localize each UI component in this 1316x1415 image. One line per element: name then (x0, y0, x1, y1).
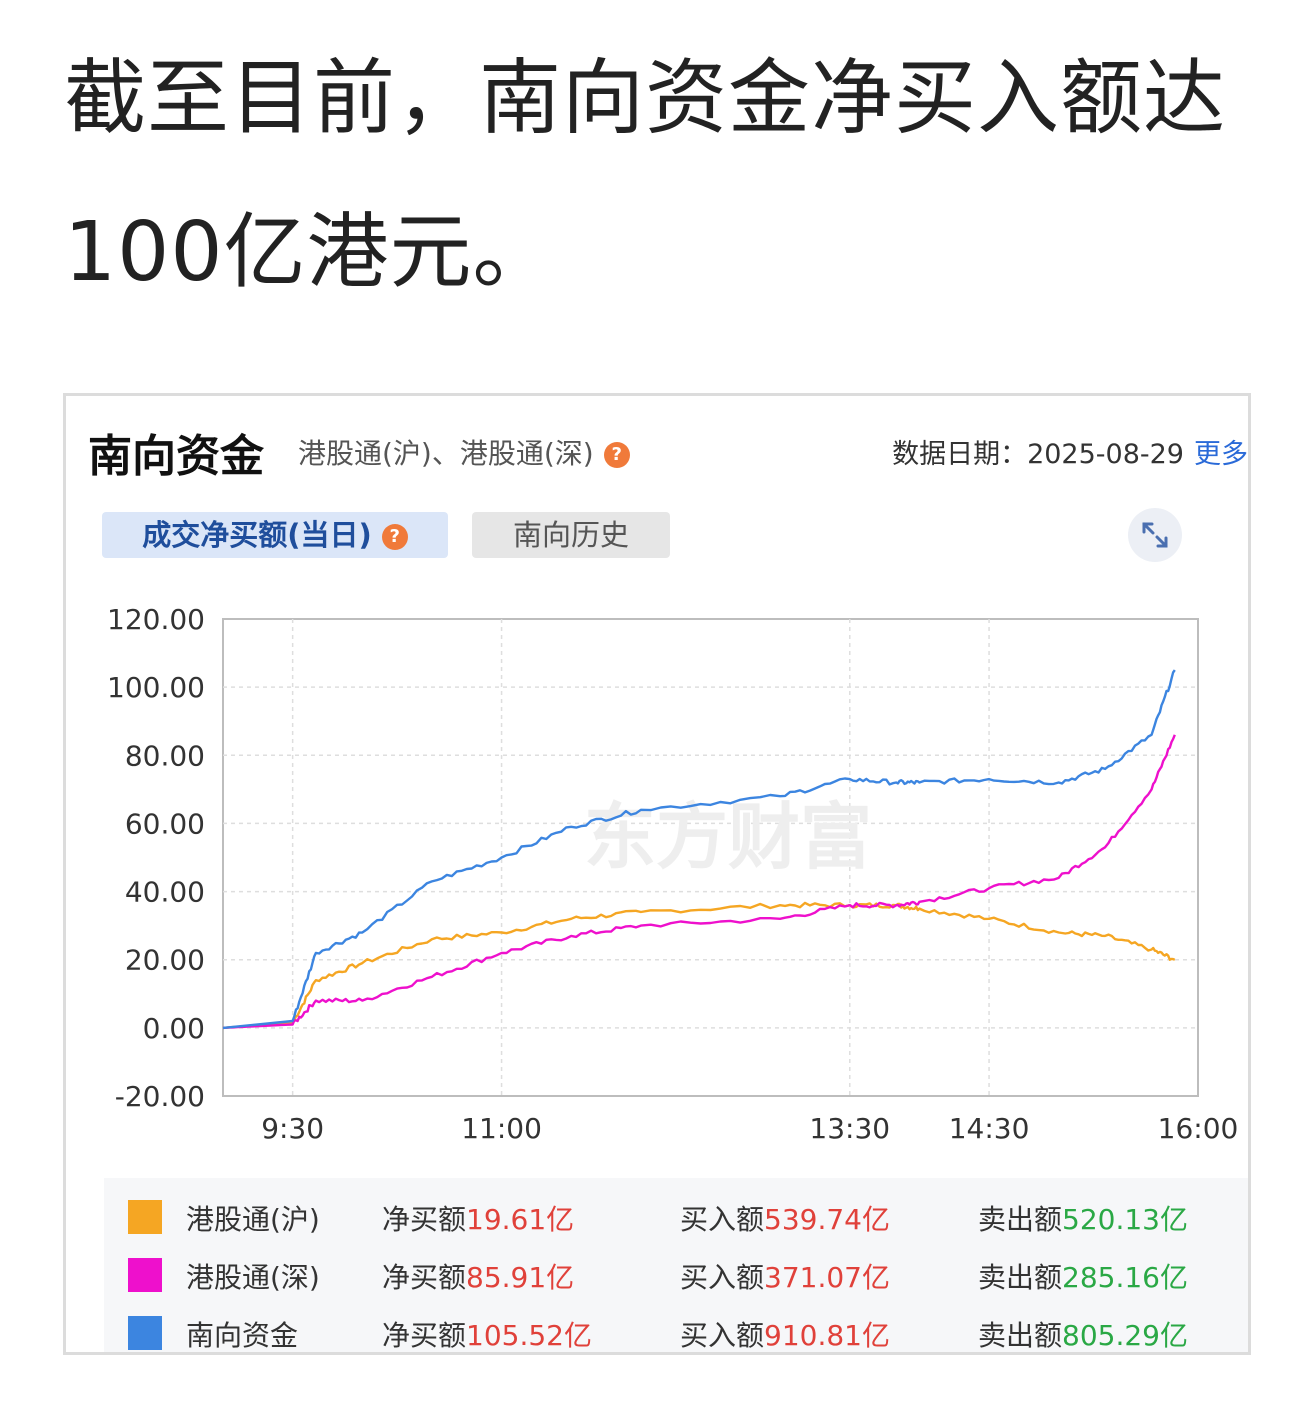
y-tick-label: 80.00 (125, 739, 205, 772)
sell-value: 520.13亿 (1062, 1203, 1188, 1236)
card-subtitle: 港股通(沪)、港股通(深)? (298, 432, 630, 472)
legend-row: 南向资金 净买额105.52亿 买入额910.81亿 卖出额805.29亿 (104, 1304, 1248, 1352)
sell-label: 卖出额 (978, 1319, 1063, 1352)
net-label: 净买额 (382, 1203, 467, 1236)
data-date-label: 数据日期： (892, 439, 1028, 470)
data-date-value: 2025-08-29 (1027, 439, 1184, 470)
chart-axes: 120.00 100.00 80.00 60.00 40.00 20.00 0.00 -20.… (107, 603, 1238, 1145)
series-line-1 (222, 734, 1176, 1030)
legend-swatch (128, 1200, 162, 1234)
sell-label: 卖出额 (978, 1203, 1063, 1236)
plot-frame (222, 618, 1199, 1097)
legend-buy: 买入额371.07亿 (680, 1256, 890, 1296)
tab-help-icon[interactable]: ? (381, 524, 408, 550)
legend-row: 港股通(沪) 净买额19.61亿 买入额539.74亿 卖出额520.13亿 (104, 1188, 1248, 1246)
legend-net: 净买额19.61亿 (382, 1198, 574, 1238)
buy-value: 371.07亿 (764, 1261, 890, 1294)
expand-arrows-icon (1142, 522, 1168, 548)
net-value: 105.52亿 (466, 1319, 592, 1352)
legend-name: 南向资金 (186, 1319, 299, 1352)
legend-swatch (128, 1316, 162, 1350)
y-tick-label: 0.00 (143, 1012, 205, 1045)
legend-name: 港股通(沪) (186, 1203, 320, 1236)
expand-button[interactable] (1128, 508, 1182, 562)
y-tick-label: 40.00 (125, 876, 205, 909)
tab-net-buy-today[interactable]: 成交净买额(当日)? (102, 512, 448, 558)
legend-sell: 卖出额520.13亿 (978, 1198, 1188, 1238)
data-date: 数据日期：2025-08-29 更多 (892, 432, 1248, 471)
legend-net: 净买额85.91亿 (382, 1256, 574, 1296)
y-tick-label: 120.00 (107, 603, 205, 636)
chart-series (222, 669, 1176, 1030)
net-value: 85.91亿 (466, 1261, 575, 1294)
x-tick-label: 14:30 (949, 1112, 1030, 1145)
legend-row: 港股通(深) 净买额85.91亿 买入额371.07亿 卖出额285.16亿 (104, 1246, 1248, 1304)
legend-buy: 买入额539.74亿 (680, 1198, 890, 1238)
help-icon[interactable]: ? (603, 442, 630, 468)
legend-sell: 卖出额805.29亿 (978, 1314, 1188, 1352)
x-tick-label: 11:00 (461, 1112, 542, 1145)
y-tick-label: 60.00 (125, 807, 205, 840)
buy-label: 买入额 (680, 1203, 765, 1236)
x-tick-label: 13:30 (809, 1112, 890, 1145)
y-tick-label: 100.00 (107, 671, 205, 704)
y-tick-label: -20.00 (115, 1080, 205, 1113)
legend-name: 港股通(深) (186, 1261, 320, 1294)
legend: 港股通(沪) 净买额19.61亿 买入额539.74亿 卖出额520.13亿 港股通(深… (104, 1178, 1248, 1352)
net-label: 净买额 (382, 1261, 467, 1294)
watermark: 东方财富 (584, 795, 872, 879)
series-line-0 (222, 901, 1176, 1030)
legend-buy: 买入额910.81亿 (680, 1314, 890, 1352)
more-link[interactable]: 更多 (1194, 439, 1248, 470)
southbound-card: 南向资金 港股通(沪)、港股通(深)? 数据日期：2025-08-29 更多 成交… (63, 393, 1251, 1355)
buy-label: 买入额 (680, 1261, 765, 1294)
sell-label: 卖出额 (978, 1261, 1063, 1294)
card-title: 南向资金 (88, 431, 264, 482)
legend-net: 净买额105.52亿 (382, 1314, 592, 1352)
buy-value: 539.74亿 (764, 1203, 890, 1236)
buy-label: 买入额 (680, 1319, 765, 1352)
x-tick-label: 9:30 (261, 1112, 324, 1145)
tab-southbound-history[interactable]: 南向历史 (472, 512, 670, 558)
y-tick-label: 20.00 (125, 944, 205, 977)
sell-value: 805.29亿 (1062, 1319, 1188, 1352)
tab-net-buy-today-label: 成交净买额(当日) (142, 518, 372, 552)
net-value: 19.61亿 (466, 1203, 575, 1236)
legend-sell: 卖出额285.16亿 (978, 1256, 1188, 1296)
legend-swatch (128, 1258, 162, 1292)
sell-value: 285.16亿 (1062, 1261, 1188, 1294)
card-subtitle-text: 港股通(沪)、港股通(深) (298, 437, 594, 470)
x-tick-label: 16:00 (1158, 1112, 1239, 1145)
chart-grid (222, 618, 1199, 1097)
series-line-2 (222, 669, 1176, 1030)
headline: 截至目前，南向资金净买入额达100亿港元。 (64, 51, 1227, 300)
buy-value: 910.81亿 (764, 1319, 890, 1352)
net-label: 净买额 (382, 1319, 467, 1352)
net-buy-chart: 东方财富 120.00 100.00 80.00 60.00 40.00 20.00 0.0… (107, 603, 1238, 1145)
